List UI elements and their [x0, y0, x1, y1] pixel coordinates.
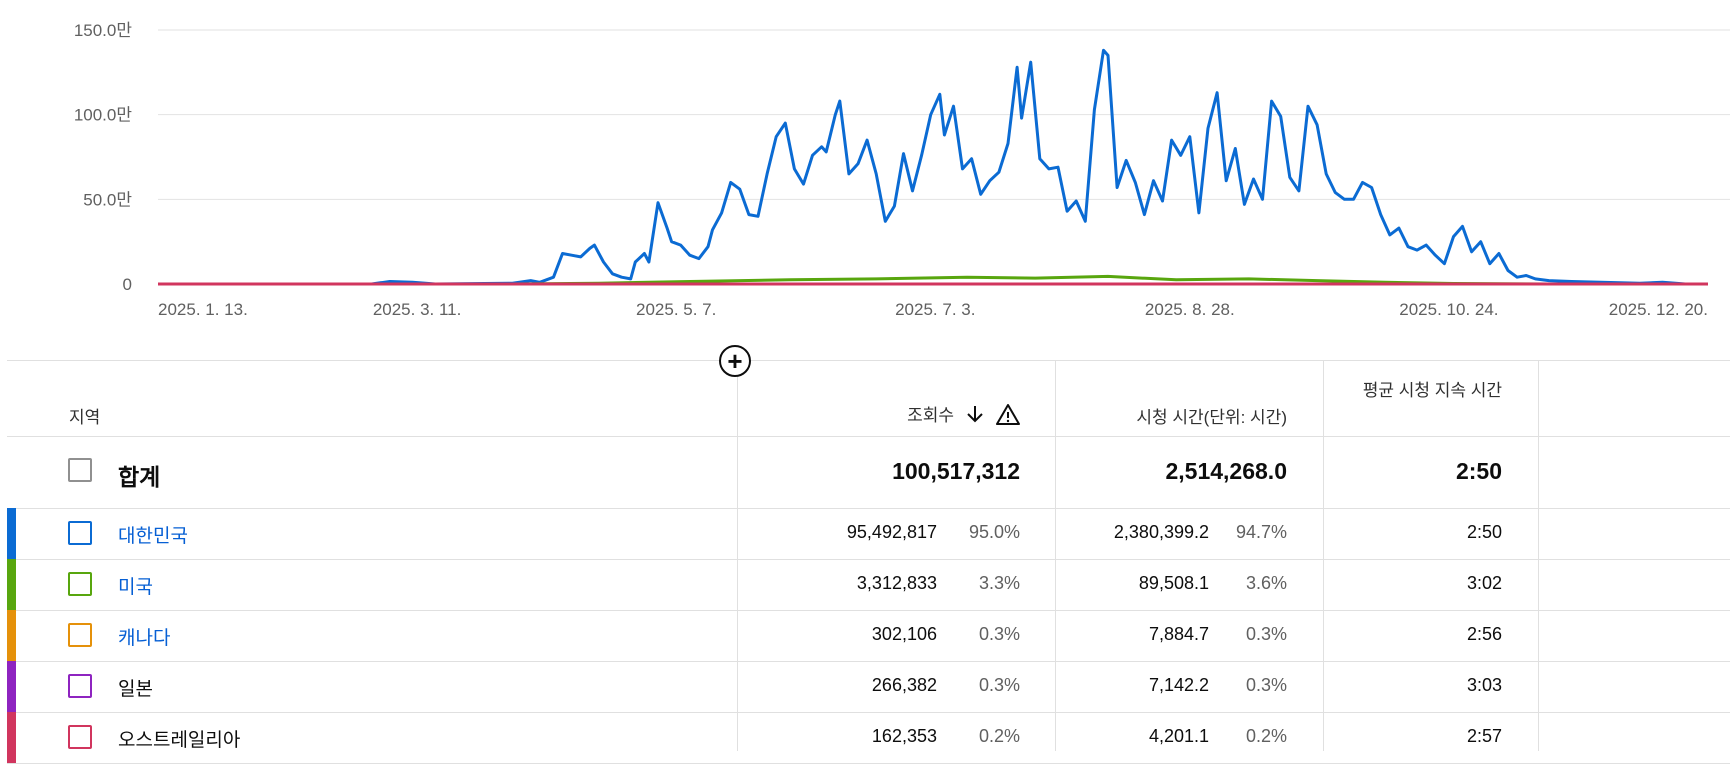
row-checkbox[interactable]: [68, 725, 92, 749]
y-tick-label: 150.0만: [74, 21, 133, 40]
region-table: 지역 + 조회수 시청 시간(단위: 시간) 평균 시청 지속 시간 합계 10…: [7, 345, 1730, 764]
total-watch-time: 2,514,268.0: [1165, 458, 1287, 484]
row-watch-time: 2,380,399.2: [1113, 522, 1209, 542]
row-checkbox[interactable]: [68, 674, 92, 698]
row-watch-pct: 0.3%: [1245, 624, 1287, 644]
x-tick-label: 2025. 10. 24.: [1399, 300, 1498, 319]
row-avg-duration: 3:03: [1466, 675, 1502, 695]
row-watch-pct: 94.7%: [1235, 522, 1287, 542]
row-checkbox[interactable]: [68, 572, 92, 596]
row-watch-pct: 0.2%: [1245, 726, 1287, 746]
series-color-bar: [7, 610, 16, 661]
series-color-bar: [7, 661, 16, 712]
series-line: [158, 48, 1708, 286]
row-avg-duration: 3:02: [1466, 573, 1502, 593]
total-checkbox[interactable]: [68, 458, 92, 482]
region-name[interactable]: 미국: [118, 577, 153, 598]
region-name[interactable]: 오스트레일리아: [118, 730, 241, 751]
row-views-pct: 0.3%: [978, 675, 1020, 695]
x-tick-label: 2025. 8. 28.: [1145, 300, 1235, 319]
row-watch-time: 4,201.1: [1148, 726, 1209, 746]
x-tick-label: 2025. 1. 13.: [158, 300, 248, 319]
row-views: 95,492,817: [846, 522, 937, 542]
region-name[interactable]: 대한민국: [118, 526, 188, 547]
y-tick-label: 0: [123, 275, 132, 294]
x-tick-label: 2025. 5. 7.: [636, 300, 716, 319]
row-views: 302,106: [871, 624, 937, 644]
views-line-chart: 150.0만 100.0만 50.0만 0 2025. 1. 13. 2025. 3. 1…: [74, 21, 1730, 319]
row-avg-duration: 2:50: [1466, 522, 1502, 542]
row-watch-time: 7,884.7: [1148, 624, 1209, 644]
x-tick-label: 2025. 12. 20.: [1609, 300, 1708, 319]
row-avg-duration: 2:56: [1466, 624, 1502, 644]
row-views-pct: 3.3%: [978, 573, 1020, 593]
x-tick-label: 2025. 7. 3.: [895, 300, 975, 319]
row-watch-time: 7,142.2: [1148, 675, 1209, 695]
x-tick-label: 2025. 3. 11.: [373, 300, 462, 319]
row-watch-pct: 0.3%: [1245, 675, 1287, 695]
row-views-pct: 0.3%: [978, 624, 1020, 644]
table-row: 대한민국 95,492,817 95.0% 2,380,399.2 94.7% …: [7, 508, 1730, 560]
row-avg-duration: 2:57: [1466, 726, 1502, 746]
total-avg-duration: 2:50: [1455, 458, 1502, 484]
series-color-bar: [7, 508, 16, 559]
row-views: 3,312,833: [856, 573, 937, 593]
table-row: 미국 3,312,833 3.3% 89,508.1 3.6% 3:02: [7, 559, 1730, 611]
table-row: 오스트레일리아 162,353 0.2% 4,201.1 0.2% 2:57: [7, 712, 1730, 764]
row-views: 266,382: [871, 675, 937, 695]
add-circle-icon[interactable]: +: [719, 345, 751, 377]
row-checkbox[interactable]: [68, 623, 92, 647]
header-watch-time[interactable]: 시청 시간(단위: 시간): [1136, 408, 1287, 427]
row-views-pct: 95.0%: [968, 522, 1020, 542]
region-name[interactable]: 일본: [118, 679, 153, 700]
header-avg-duration[interactable]: 평균 시청 지속 시간: [1362, 381, 1502, 400]
header-region: 지역: [69, 408, 101, 427]
total-views: 100,517,312: [892, 458, 1020, 484]
header-views[interactable]: 조회수: [907, 401, 1020, 426]
series-color-bar: [7, 559, 16, 610]
warning-icon[interactable]: [996, 403, 1020, 425]
row-watch-time: 89,508.1: [1138, 573, 1209, 593]
arrow-down-icon[interactable]: [964, 403, 986, 425]
row-watch-pct: 3.6%: [1245, 573, 1287, 593]
y-tick-label: 50.0만: [83, 190, 132, 209]
table-row: 일본 266,382 0.3% 7,142.2 0.3% 3:03: [7, 661, 1730, 713]
table-header: 지역 + 조회수 시청 시간(단위: 시간) 평균 시청 지속 시간: [7, 345, 1730, 437]
total-row: 합계 100,517,312 2,514,268.0 2:50: [7, 436, 1730, 509]
row-views: 162,353: [871, 726, 937, 746]
series-color-bar: [7, 712, 16, 763]
row-checkbox[interactable]: [68, 521, 92, 545]
total-label: 합계: [118, 464, 161, 490]
y-tick-label: 100.0만: [74, 106, 133, 125]
table-row: 캐나다 302,106 0.3% 7,884.7 0.3% 2:56: [7, 610, 1730, 662]
header-views-label: 조회수: [907, 406, 954, 425]
row-views-pct: 0.2%: [978, 726, 1020, 746]
region-name[interactable]: 캐나다: [118, 628, 171, 649]
